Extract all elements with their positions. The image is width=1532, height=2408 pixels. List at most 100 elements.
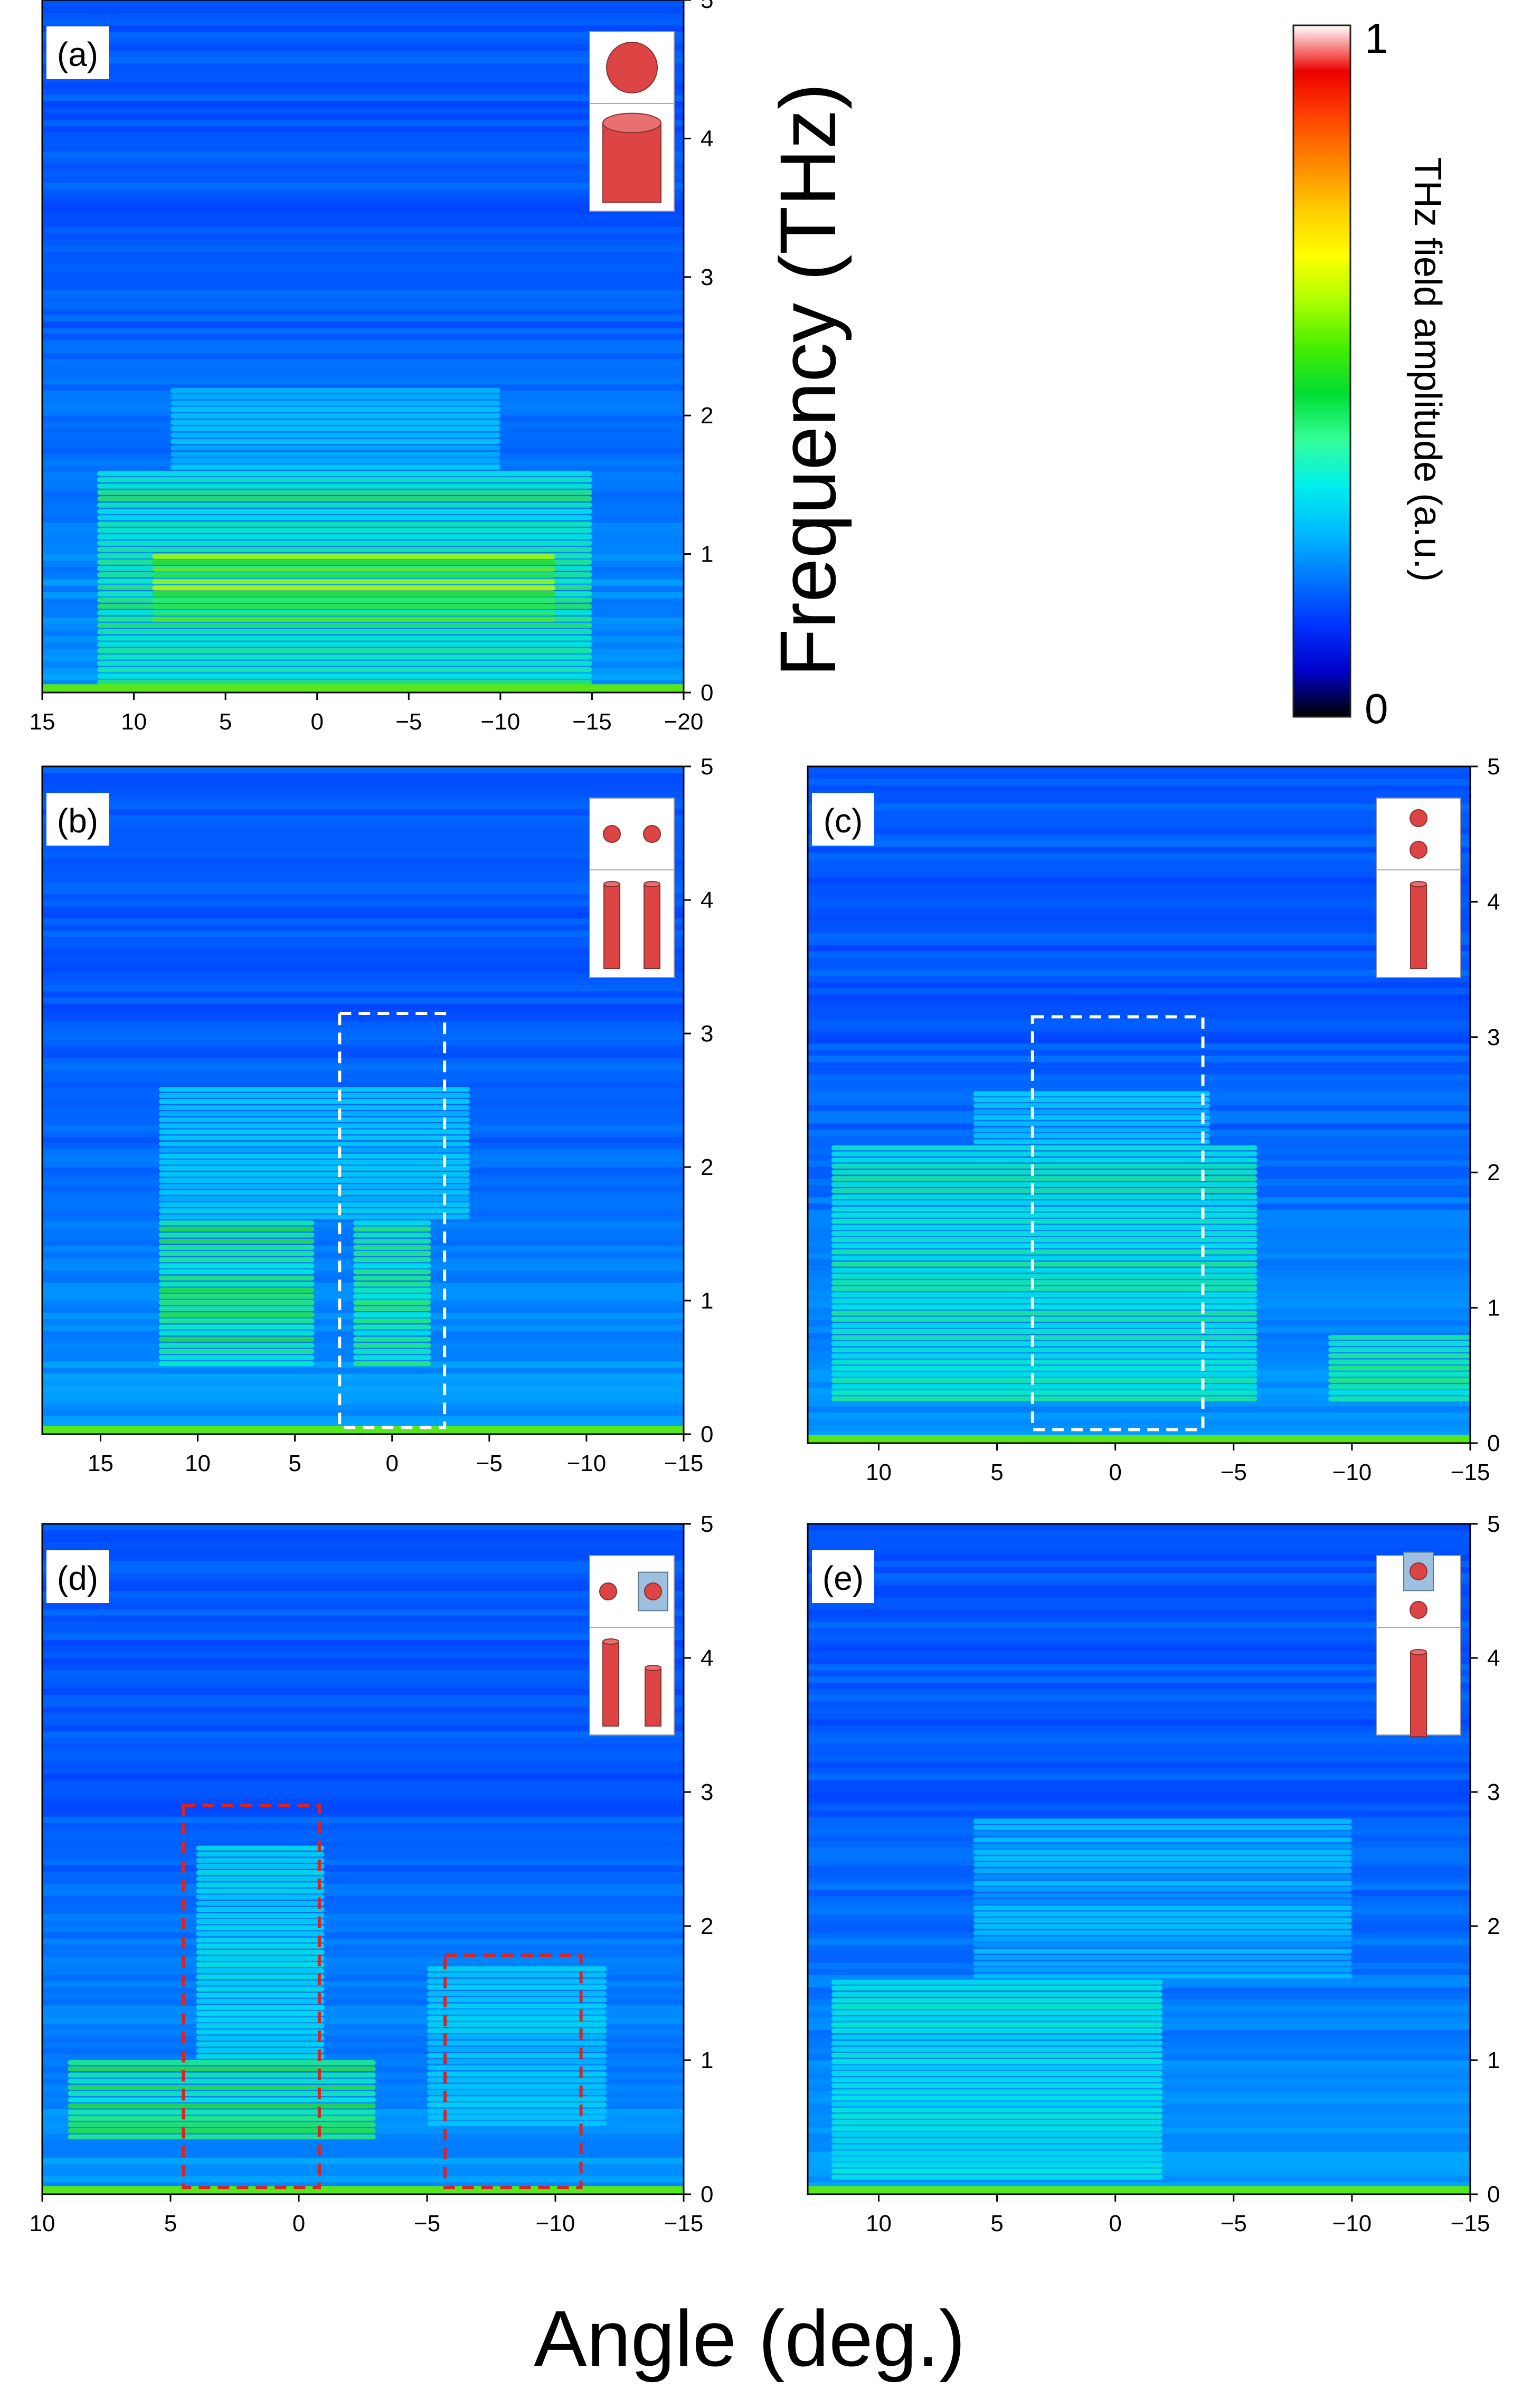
heatmap-row [808, 944, 1470, 952]
x-tick-label: 0 [385, 1451, 398, 1476]
band [1328, 1371, 1470, 1377]
band [427, 2071, 607, 2077]
x-tick-label: 0 [1109, 1459, 1121, 1485]
band [97, 522, 592, 527]
heatmap-row [808, 1129, 1470, 1136]
x-tick-label: −5 [414, 2211, 440, 2236]
band [196, 2042, 325, 2047]
heatmap-row [808, 1025, 1470, 1031]
cylinder-cross-section [606, 42, 658, 93]
band [196, 1882, 325, 1888]
heatmap-row [42, 809, 684, 816]
y-tick-label: 4 [701, 887, 713, 913]
heatmap-row [808, 957, 1470, 964]
band [973, 1115, 1210, 1121]
heatmap-row [42, 63, 684, 70]
heatmap-row [42, 258, 684, 265]
band [831, 1298, 1257, 1304]
heatmap-row [42, 1889, 684, 1896]
band [831, 1341, 1257, 1347]
band [831, 2120, 1163, 2125]
band [97, 515, 592, 520]
band [158, 1153, 470, 1159]
band [97, 509, 592, 514]
heatmap-row [42, 308, 684, 315]
heatmap-row [808, 1767, 1470, 1774]
panel-a: 15 10 5 0 −5 −10 −15 −20 0 1 2 3 4 5 (a) [30, 0, 713, 735]
band [158, 1263, 315, 1268]
band [158, 1148, 470, 1153]
band [158, 1282, 315, 1287]
heatmap-row [808, 1804, 1470, 1811]
heatmap-row [42, 1554, 684, 1561]
heatmap-row [42, 888, 684, 895]
band [973, 1121, 1210, 1126]
band [831, 1163, 1257, 1169]
band [196, 1956, 325, 1961]
band [353, 1287, 431, 1293]
heatmap-row [42, 1901, 684, 1908]
heatmap-row [42, 918, 684, 925]
band [427, 1985, 607, 1990]
heatmap-row [42, 924, 684, 931]
y-tick-label: 1 [701, 2047, 713, 2073]
heatmap-row [42, 1938, 684, 1945]
band [831, 1243, 1257, 1248]
band [831, 2071, 1163, 2077]
band [1328, 1366, 1470, 1371]
inset-background [589, 798, 675, 978]
band [68, 2084, 376, 2090]
band [97, 667, 592, 672]
heatmap-row [42, 1755, 684, 1762]
bright-region [171, 387, 500, 470]
heatmap-row [808, 1111, 1470, 1117]
heatmap-row [808, 1006, 1470, 1013]
heatmap-row [42, 1082, 684, 1089]
band [831, 1237, 1257, 1243]
band [97, 623, 592, 628]
band [158, 1226, 315, 1232]
panel-d: 10 5 0 −5 −10 −15 0 1 2 3 4 5 (d) [30, 1511, 714, 2236]
y-ticks: 0 1 2 3 4 5 [684, 1511, 713, 2207]
colorbar-min-label: 0 [1365, 685, 1388, 732]
heatmap-row [42, 327, 684, 334]
heatmap-row [42, 985, 684, 992]
band [97, 680, 592, 685]
heatmap-row [42, 1398, 684, 1405]
band [97, 471, 592, 476]
plot-frame [41, 0, 685, 694]
heatmap-row [42, 942, 684, 949]
heatmap-row [42, 815, 684, 822]
band [831, 1335, 1257, 1340]
x-tick-label: 10 [185, 1451, 211, 1476]
band [196, 2017, 325, 2023]
band [1328, 1334, 1470, 1340]
x-tick-label: −10 [1332, 2211, 1372, 2236]
band [427, 2034, 607, 2040]
cylinder-top [603, 881, 620, 887]
heatmap-row [808, 951, 1470, 957]
x-tick-label: −10 [1332, 1459, 1372, 1485]
heatmap-row [42, 906, 684, 913]
heatmap-row [42, 1853, 684, 1860]
band [97, 642, 592, 647]
band [831, 1390, 1257, 1396]
heatmap-row [42, 1627, 684, 1634]
heatmap-row [808, 1707, 1470, 1713]
heatmap-row [42, 377, 684, 385]
heatmap-row [42, 1652, 684, 1658]
band [158, 1330, 315, 1336]
heatmap-row [42, 1609, 684, 1616]
band [831, 2126, 1163, 2131]
band [427, 2040, 607, 2046]
band [97, 484, 592, 489]
bright-region [831, 1145, 1257, 1401]
band [1328, 1341, 1470, 1346]
heatmap-row [808, 809, 1470, 816]
heatmap-row [808, 871, 1470, 878]
band [427, 2108, 607, 2114]
band [68, 2091, 376, 2096]
band [427, 1966, 607, 1971]
band [196, 1870, 325, 1875]
heatmap-row [42, 1076, 684, 1083]
